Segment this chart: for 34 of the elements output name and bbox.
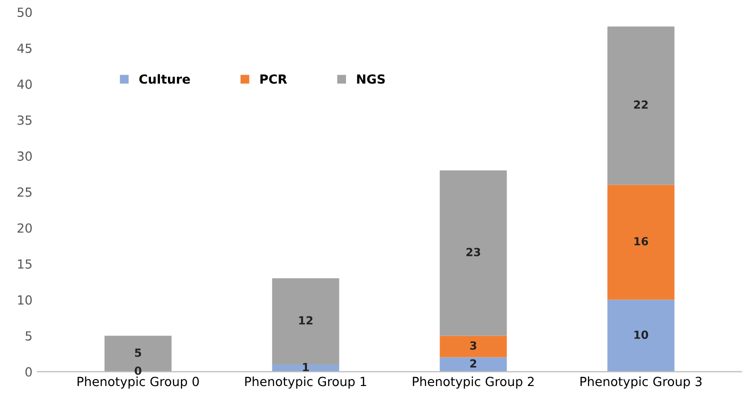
data-label: 1 <box>303 363 309 372</box>
x-tick-label: Phenotypic Group 3 <box>580 376 702 389</box>
y-tick-label: 5 <box>26 331 32 341</box>
x-tick-label: Phenotypic Group 0 <box>78 376 199 389</box>
data-label: 2 <box>470 359 476 368</box>
bar <box>440 357 507 372</box>
legend-label: Culture <box>139 74 190 84</box>
y-tick-label: 40 <box>17 80 32 89</box>
y-tick-label: 15 <box>18 259 32 269</box>
bar <box>272 278 340 364</box>
x-tick-label: Phenotypic Group 1 <box>245 376 366 389</box>
data-label: 3 <box>470 341 476 350</box>
data-label: 23 <box>466 248 480 256</box>
x-tick-label: Phenotypic Group 2 <box>412 376 534 389</box>
y-tick-label: 45 <box>17 44 32 54</box>
bar <box>440 336 507 358</box>
bar <box>440 170 507 336</box>
y-tick-label: 50 <box>18 8 32 18</box>
y-tick-label: 10 <box>18 295 32 305</box>
y-tick-label: 30 <box>18 151 32 161</box>
y-tick-label: 35 <box>18 115 32 125</box>
data-label: 10 <box>634 330 648 339</box>
legend-label: NGS <box>357 74 385 84</box>
data-label: 16 <box>634 237 648 246</box>
legend-label: PCR <box>260 74 287 84</box>
data-label: 22 <box>634 100 648 109</box>
data-label: 12 <box>299 316 312 324</box>
data-label: 5 <box>135 348 142 357</box>
y-tick-label: 25 <box>18 187 32 197</box>
bar <box>607 26 674 185</box>
bar <box>607 300 674 372</box>
y-tick-label: 20 <box>18 223 32 233</box>
bar <box>607 184 674 300</box>
y-tick-label: 0 <box>25 367 32 377</box>
